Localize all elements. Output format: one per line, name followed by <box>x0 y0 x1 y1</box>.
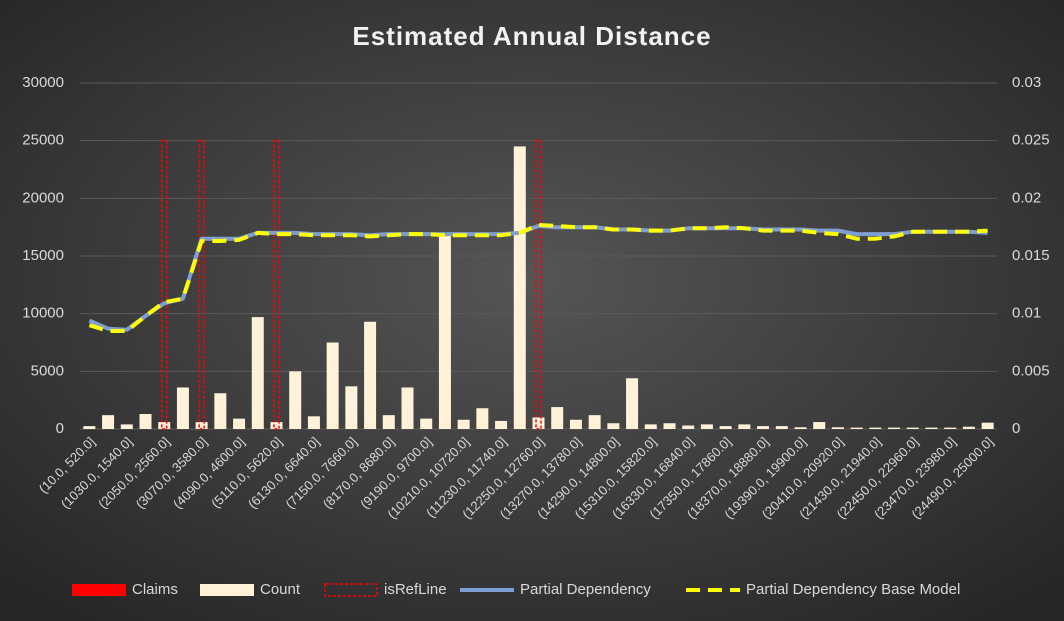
bar <box>364 321 377 429</box>
ref-line-bar <box>160 139 168 430</box>
bar <box>532 417 545 429</box>
legend-label: Claims <box>132 581 178 598</box>
bar <box>644 424 657 429</box>
bar <box>158 422 171 429</box>
dashed-line <box>88 222 988 333</box>
bar <box>944 427 957 429</box>
bar <box>757 426 770 429</box>
legend-swatch <box>324 583 378 597</box>
bar <box>794 427 807 429</box>
bar <box>289 371 302 429</box>
bar <box>233 418 246 429</box>
bar <box>738 424 751 429</box>
bar <box>962 426 975 429</box>
bar <box>457 419 470 429</box>
legend-label: Partial Dependency <box>520 581 651 598</box>
bar <box>906 427 919 429</box>
bar <box>382 415 395 429</box>
bar <box>195 422 208 429</box>
bar <box>551 407 564 429</box>
y2-tick-label: 0 <box>1012 420 1020 437</box>
bar <box>607 423 620 429</box>
bar <box>401 387 414 429</box>
bar <box>663 423 676 429</box>
y-tick-label: 5000 <box>31 362 64 379</box>
bar <box>682 425 695 429</box>
bar <box>588 415 601 429</box>
bar <box>888 427 901 429</box>
bar <box>626 378 639 429</box>
legend-label: Count <box>260 581 301 598</box>
y-tick-label: 0 <box>56 420 64 437</box>
y2-tick-label: 0.015 <box>1012 247 1050 264</box>
legend-swatch <box>200 584 254 596</box>
y2-tick-label: 0.03 <box>1012 74 1041 91</box>
y-tick-label: 10000 <box>22 305 64 322</box>
y-tick-label: 30000 <box>22 74 64 91</box>
y2-tick-label: 0.01 <box>1012 305 1041 322</box>
y2-tick-label: 0.005 <box>1012 362 1050 379</box>
y2-tick-label: 0.02 <box>1012 189 1041 206</box>
y-tick-label: 15000 <box>22 247 64 264</box>
bar <box>569 419 582 429</box>
bar <box>438 235 451 429</box>
bar <box>850 427 863 429</box>
legend-label: Partial Dependency Base Model <box>746 581 960 598</box>
bar <box>83 426 96 429</box>
bar <box>869 427 882 429</box>
bar <box>495 420 508 429</box>
legend-swatch <box>72 584 126 596</box>
bar <box>120 424 133 429</box>
y-tick-label: 25000 <box>22 132 64 149</box>
bar <box>251 317 264 429</box>
y-tick-label: 20000 <box>22 189 64 206</box>
bar <box>981 422 994 429</box>
bar <box>176 387 189 429</box>
bar <box>139 414 152 429</box>
bar <box>214 393 227 429</box>
bar <box>831 427 844 429</box>
bar <box>925 427 938 429</box>
bar <box>719 426 732 429</box>
bar <box>307 416 320 429</box>
ref-line-bar <box>535 139 542 430</box>
bar <box>345 386 358 429</box>
chart-title: Estimated Annual Distance <box>352 21 711 51</box>
bar <box>476 408 489 429</box>
ref-line-bar <box>198 139 205 430</box>
bar <box>270 422 283 429</box>
bar <box>775 426 788 429</box>
legend-label: isRefLine <box>384 581 447 598</box>
bar <box>420 418 433 429</box>
bar <box>326 342 339 429</box>
ref-line-bar <box>273 139 280 430</box>
bar <box>813 422 826 429</box>
y2-tick-label: 0.025 <box>1012 132 1050 149</box>
bar <box>700 424 713 429</box>
bar <box>513 146 526 429</box>
bar <box>102 415 115 429</box>
